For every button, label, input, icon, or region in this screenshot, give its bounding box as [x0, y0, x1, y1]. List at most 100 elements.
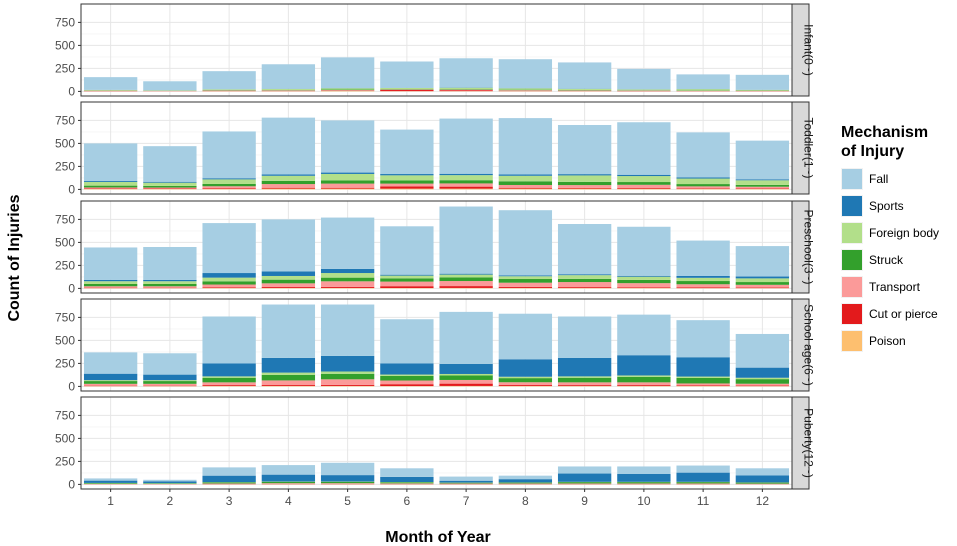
panel-background: [81, 299, 792, 391]
bar-segment: Transport: 40: [261, 184, 316, 188]
x-axis-title: Month of Year: [385, 529, 491, 546]
legend-item: Sports: [841, 195, 904, 217]
legend-label: Sports: [869, 199, 904, 213]
bar-segment: Cut or pierce: 10: [261, 385, 316, 386]
bar-segment: Fall: 421: [735, 140, 790, 180]
bar-segment: Cut or pierce: 9: [557, 187, 612, 189]
bar-segment: Struck: 15: [320, 481, 375, 484]
bar-segment: Sports: 220: [617, 355, 671, 376]
bar-segment: Sports: 50: [202, 273, 256, 278]
bar-segment: Fall: 558: [320, 304, 375, 356]
bar-segment: Sports: 15: [143, 279, 197, 282]
bar-segment: Struck: 20: [735, 184, 790, 187]
bar-segment: Cut or pierce: 6: [735, 287, 790, 289]
bar-segment: Foreign body: 55: [380, 175, 434, 181]
y-tick-label: 250: [55, 61, 75, 75]
bar-segment: Struck: 50: [439, 375, 493, 380]
bar-segment: Fall: 387: [143, 146, 197, 182]
bar-segment: Foreign body: 40: [261, 275, 316, 280]
bar-segment: Struck: 35: [320, 180, 375, 184]
y-tick-label: 500: [55, 136, 75, 150]
bar-segment: Transport: 8: [320, 483, 375, 484]
bar-segment: Sports: 45: [320, 268, 375, 274]
bar-segment: Fall: 546: [557, 224, 612, 275]
y-tick-label: 250: [55, 454, 75, 468]
bar-segment: Foreign body: 35: [143, 182, 197, 186]
bar-segment: Fall: 483: [380, 129, 434, 175]
y-tick-label: 750: [55, 310, 75, 324]
bar-segment: Struck: 15: [261, 481, 316, 484]
bar-segment: Struck: 35: [380, 180, 434, 184]
bar-segment: Cut or pierce: 7: [676, 287, 730, 289]
bar-segment: Struck: 60: [320, 373, 375, 380]
bar-segment: Foreign body: 35: [676, 277, 730, 282]
x-tick-label: 1: [107, 494, 114, 508]
bar-segment: Sports: 50: [261, 271, 316, 276]
bar-segment: Transport: 40: [439, 379, 493, 384]
bar-segment: Sports: 110: [735, 367, 790, 378]
legend-label: Fall: [869, 172, 888, 186]
bar-segment: Fall: 38: [498, 475, 553, 480]
panel: Poison: 3Cut or pierce: 5Transport: 20St…: [55, 298, 816, 393]
bar-segment: Struck: 30: [617, 182, 671, 185]
bar-segment: Fall: 441: [617, 314, 671, 356]
bar-segment: Struck: 30: [735, 282, 790, 285]
bar-segment: Struck: 25: [676, 184, 730, 187]
bar-segment: Cut or pierce: 12: [380, 90, 434, 92]
bar-segment: Transport: 35: [676, 284, 730, 288]
bar-segment: Sports: 15: [439, 173, 493, 176]
bar-segment: Fall: 352: [83, 247, 138, 280]
bar-segment: Foreign body: 15: [439, 87, 493, 90]
bar-segment: Fall: 97: [143, 81, 197, 91]
bar-segment: Fall: 409: [83, 143, 138, 182]
bar-segment: Fall: 138: [83, 77, 138, 90]
bar-segment: Struck: 6: [143, 483, 197, 484]
bar-segment: Sports: 85: [617, 474, 671, 482]
legend-label: Cut or pierce: [869, 307, 938, 321]
bar-segment: Struck: 40: [439, 277, 493, 282]
bar-segment: Foreign body: 40: [735, 278, 790, 283]
bar-segment: Foreign body: 15: [735, 377, 790, 380]
bar-segment: Struck: 35: [557, 181, 612, 186]
bar-segment: Foreign body: 70: [557, 175, 612, 182]
bar-segment: Transport: 35: [617, 184, 671, 189]
x-tick-label: 5: [344, 494, 351, 508]
bar-segment: Cut or pierce: 8: [617, 188, 671, 189]
bar-segment: Transport: 30: [557, 382, 612, 386]
bar-segment: Transport: 15: [83, 286, 138, 288]
bar-segment: Sports: 10: [735, 179, 790, 181]
bar-segment: Struck: 12: [380, 482, 434, 484]
bar-segment: Sports: 170: [320, 355, 375, 372]
bar-segment: Cut or pierce: 25: [439, 383, 493, 386]
legend-swatch: [842, 304, 862, 324]
bar-segment: Fall: 78: [735, 468, 790, 476]
bar-segment: Transport: 6: [320, 90, 375, 91]
bar-segment: Struck: 35: [617, 279, 671, 284]
bar-segment: Fall: 104: [261, 465, 316, 475]
bar-segment: Sports: 15: [261, 174, 316, 176]
bar-segment: Fall: 565: [439, 311, 493, 364]
bar-segment: Foreign body: 70: [320, 173, 375, 181]
bar-segment: Transport: 55: [557, 282, 612, 288]
bar-segment: Cut or pierce: 20: [380, 286, 434, 289]
bar-segment: Fall: 385: [676, 240, 730, 276]
bar-segment: Transport: 30: [202, 284, 256, 288]
bar-segment: Sports: 120: [380, 363, 434, 375]
legend-swatch: [842, 223, 862, 243]
bar-segment: Struck: 35: [557, 278, 612, 283]
bar-segment: Struck: 50: [202, 377, 256, 383]
bar-segment: Struck: 60: [261, 374, 316, 381]
bar-segment: Sports: 10: [557, 274, 612, 276]
bar-segment: Sports: 75: [261, 474, 316, 482]
bar-segment: Cut or pierce: 10: [202, 385, 256, 387]
y-tick-label: 0: [68, 477, 75, 491]
bar-segment: Transport: 60: [320, 379, 375, 385]
y-tick-label: 250: [55, 356, 75, 370]
y-tick-label: 0: [68, 182, 75, 196]
panel: Poison: 2Cut or pierce: 2Transport: 4Str…: [55, 3, 816, 98]
x-tick-label: 6: [404, 494, 411, 508]
legend-label: Struck: [869, 253, 904, 267]
bar-segment: Struck: 8: [83, 483, 138, 484]
bar-segment: Fall: 94: [380, 468, 434, 477]
